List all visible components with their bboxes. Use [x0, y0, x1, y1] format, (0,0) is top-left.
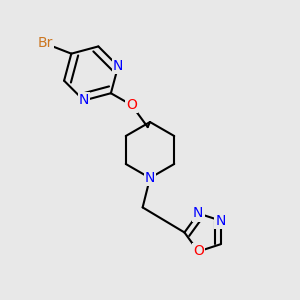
Text: N: N [215, 214, 226, 228]
Text: N: N [113, 59, 123, 73]
Text: N: N [79, 94, 89, 107]
Text: N: N [193, 206, 203, 220]
Text: O: O [126, 98, 137, 112]
Text: N: N [145, 171, 155, 185]
Text: Br: Br [37, 36, 52, 50]
Text: O: O [193, 244, 204, 259]
